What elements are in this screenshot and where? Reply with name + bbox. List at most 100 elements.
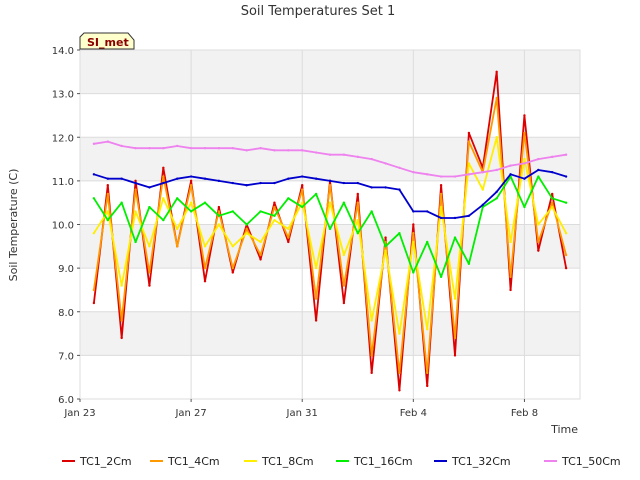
data-point [537,168,540,172]
data-point [495,190,498,193]
data-point [231,245,234,248]
data-point [217,223,221,226]
data-point [301,201,304,204]
data-point [92,301,96,305]
data-point [342,301,346,305]
data-point [287,177,290,180]
data-point [356,232,359,235]
data-point [439,184,443,187]
data-point [259,240,262,244]
data-point [259,253,262,257]
data-point [412,232,415,235]
data-point [176,227,179,231]
data-point [273,214,276,217]
data-point [245,232,248,235]
data-point [245,149,248,152]
data-point [148,146,151,150]
data-point [328,184,332,187]
series-TC1_16Cm [92,175,568,279]
x-tick-label: Jan 31 [286,408,318,419]
data-point [189,179,193,183]
data-point [342,181,346,185]
data-point [564,201,568,204]
data-point [564,232,568,235]
data-point [92,173,96,176]
data-point [217,205,221,209]
data-point [537,223,540,226]
data-point [134,146,137,150]
data-point [467,162,471,165]
x-tick-label: Feb 4 [400,408,427,419]
legend: TC1_2Cm TC1_4Cm TC1_8Cm TC1_16Cm TC1_32Cm TC1… [62,455,621,468]
data-point [259,181,262,185]
data-point [398,166,401,169]
data-point [148,186,151,189]
data-point [231,146,234,150]
data-point [259,210,262,213]
data-point [217,210,221,213]
data-point [551,192,554,196]
data-point [273,149,276,152]
data-point [120,144,123,148]
y-tick-label: 10.0 [52,221,74,232]
data-point [564,153,568,156]
data-point [106,218,109,222]
data-point [564,266,568,270]
data-point [439,205,443,209]
data-point [106,140,109,143]
data-point [259,258,262,261]
legend-label: TC1_2Cm [79,455,132,468]
data-point [176,245,179,248]
data-point [384,236,387,239]
data-point [523,162,526,165]
legend-label: TC1_50Cm [561,455,621,468]
data-point [176,177,179,180]
data-point [523,177,526,180]
data-point [384,162,387,165]
data-point [356,201,359,204]
legend-item: TC1_16Cm [336,455,413,468]
data-point [189,201,193,204]
data-point [273,205,276,209]
data-point [426,384,429,388]
data-point [412,210,415,213]
data-point [523,114,526,117]
data-point [203,146,207,150]
data-point [328,201,332,204]
data-point [217,146,221,150]
data-point [273,181,276,185]
y-tick-label: 7.0 [58,351,74,362]
data-point [106,184,109,187]
y-tick-label: 9.0 [58,264,74,275]
data-point [148,284,151,287]
data-point [426,210,429,213]
badge-shape [79,32,135,50]
data-point [551,197,554,200]
data-point [537,249,540,252]
legend-item: TC1_32Cm [434,455,511,468]
data-point [342,201,346,204]
series-TC1_4Cm [92,96,568,375]
data-point [439,216,443,220]
data-point [189,210,193,213]
data-point [231,210,234,213]
data-point [162,197,165,200]
data-point [551,201,554,204]
data-point [328,153,332,156]
data-point [287,236,290,239]
data-point [509,288,512,292]
data-point [92,197,96,200]
data-point [301,184,304,187]
data-point [426,240,429,244]
data-point [523,131,526,135]
data-point [398,389,401,392]
data-point [453,297,457,300]
data-point [467,214,471,217]
data-point [134,210,137,213]
data-point [495,197,498,200]
data-point [134,188,137,191]
data-point [314,177,318,180]
data-point [426,173,429,176]
data-point [162,166,165,169]
data-point [453,354,457,357]
